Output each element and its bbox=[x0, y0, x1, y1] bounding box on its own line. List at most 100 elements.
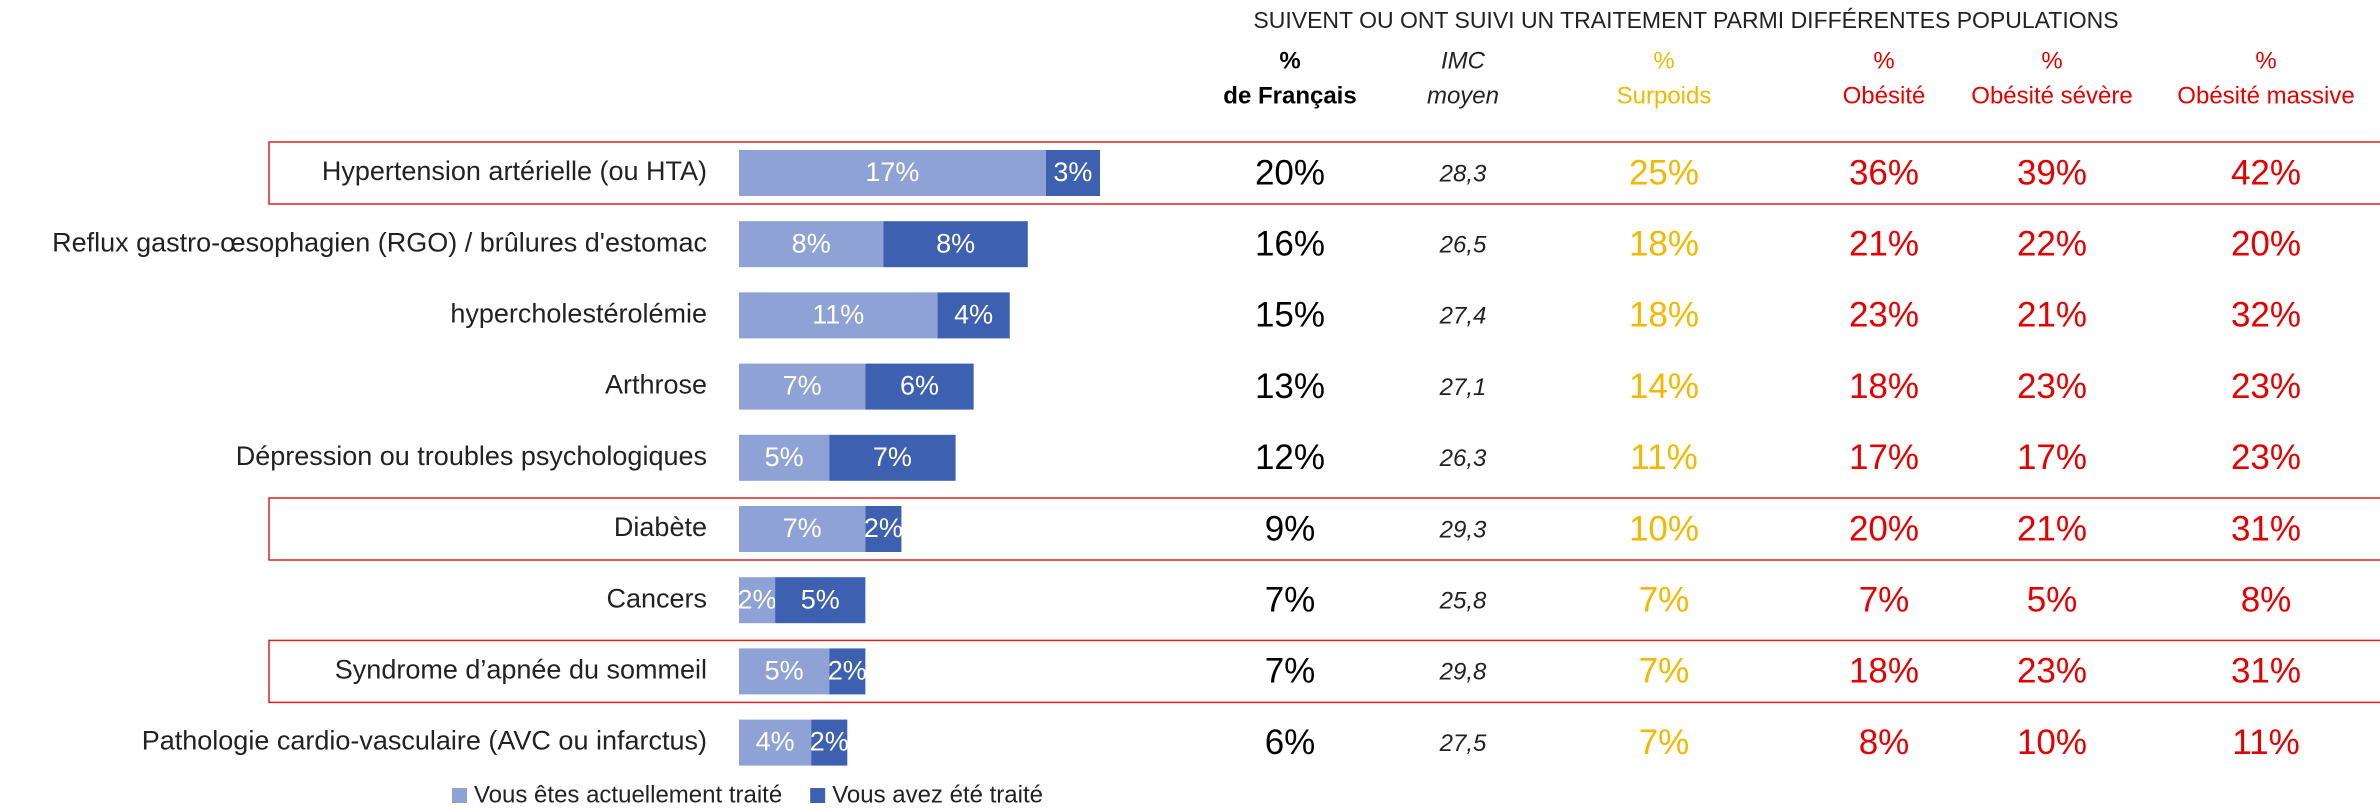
table-cell: 7% bbox=[1265, 652, 1316, 691]
bar-segment bbox=[739, 221, 884, 268]
category-label: Hypertension artérielle (ou HTA) bbox=[322, 156, 707, 186]
table-cell: 23% bbox=[2017, 652, 2087, 691]
table-cell: 18% bbox=[1629, 224, 1699, 263]
table-cell: 10% bbox=[2017, 723, 2087, 762]
table-cell: 18% bbox=[1849, 367, 1919, 406]
table-cell: 39% bbox=[2017, 153, 2087, 192]
column-header: % bbox=[1279, 47, 1300, 74]
table-cell: 27,4 bbox=[1439, 303, 1487, 330]
bar-segment bbox=[739, 648, 830, 695]
bar-label: 4% bbox=[756, 727, 795, 757]
highlight-box bbox=[268, 141, 2380, 205]
column-header: moyen bbox=[1427, 82, 1499, 109]
bar-label: 2% bbox=[738, 584, 777, 614]
bar-label: 2% bbox=[810, 727, 849, 757]
table-cell: 26,5 bbox=[1439, 232, 1487, 259]
table-cell: 13% bbox=[1255, 367, 1325, 406]
table-cell: 23% bbox=[2231, 367, 2301, 406]
table-cell: 20% bbox=[1849, 509, 1919, 548]
bar-segment bbox=[829, 434, 956, 481]
category-label: Syndrome d’apnée du sommeil bbox=[335, 655, 707, 685]
table-cell: 12% bbox=[1255, 438, 1325, 477]
bar-segment bbox=[739, 292, 938, 339]
table-cell: 23% bbox=[2017, 367, 2087, 406]
table-cell: 5% bbox=[2027, 580, 2078, 619]
bar-label: 4% bbox=[954, 300, 993, 330]
category-label: Dépression ou troubles psychologiques bbox=[236, 441, 707, 471]
table-cell: 8% bbox=[1859, 723, 1910, 762]
bar-label: 5% bbox=[801, 584, 840, 614]
column-header: % bbox=[1653, 47, 1674, 74]
table-cell: 9% bbox=[1265, 509, 1316, 548]
table-cell: 21% bbox=[2017, 509, 2087, 548]
table-cell: 11% bbox=[1630, 438, 1697, 477]
highlight-box bbox=[268, 639, 2380, 704]
table-cell: 25,8 bbox=[1439, 588, 1487, 615]
table-cell: 17% bbox=[2017, 438, 2087, 477]
bar-label: 8% bbox=[936, 228, 975, 258]
column-header: % bbox=[1873, 47, 1894, 74]
table-cell: 8% bbox=[2241, 580, 2292, 619]
bar-segment bbox=[739, 719, 812, 766]
legend-label: Vous êtes actuellement traité bbox=[474, 781, 782, 808]
table-cell: 26,3 bbox=[1439, 445, 1487, 472]
bar-segment bbox=[739, 506, 866, 552]
table-cell: 29,3 bbox=[1439, 516, 1487, 543]
bar-label: 17% bbox=[865, 157, 919, 187]
bar-label: 3% bbox=[1053, 157, 1092, 187]
legend-swatch bbox=[810, 788, 826, 803]
table-cell: 25% bbox=[1629, 153, 1699, 192]
bar-label: 7% bbox=[873, 442, 912, 472]
table-cell: 17% bbox=[1849, 438, 1919, 477]
table-cell: 31% bbox=[2231, 509, 2301, 548]
table-cell: 20% bbox=[1255, 153, 1325, 192]
legend-swatch bbox=[452, 788, 467, 803]
column-header: Surpoids bbox=[1617, 82, 1712, 109]
bar-segment bbox=[829, 648, 866, 695]
table-cell: 23% bbox=[2231, 438, 2301, 477]
bar-label: 2% bbox=[864, 513, 903, 543]
column-header: % bbox=[2041, 47, 2062, 74]
category-label: Reflux gastro-œsophagien (RGO) / brûlure… bbox=[52, 227, 707, 257]
bar-label: 6% bbox=[900, 371, 939, 401]
bar-segment bbox=[739, 363, 866, 410]
bar-label: 8% bbox=[792, 228, 831, 258]
table-cell: 29,8 bbox=[1439, 659, 1487, 686]
legend-label: Vous avez été traité bbox=[832, 781, 1043, 808]
table-cell: 20% bbox=[2231, 224, 2301, 263]
table-cell: 7% bbox=[1639, 652, 1690, 691]
table-title: SUIVENT OU ONT SUIVI UN TRAITEMENT PARMI… bbox=[1253, 7, 2118, 33]
table-cell: 32% bbox=[2231, 296, 2301, 335]
bar-segment bbox=[883, 221, 1028, 268]
table-cell: 21% bbox=[1849, 224, 1919, 263]
table-cell: 7% bbox=[1265, 580, 1316, 619]
highlight-box bbox=[268, 497, 2380, 561]
table-cell: 21% bbox=[2017, 296, 2087, 335]
table-cell: 31% bbox=[2231, 652, 2301, 691]
column-header: % bbox=[2255, 47, 2276, 74]
category-label: Cancers bbox=[606, 583, 707, 613]
table-cell: 14% bbox=[1629, 367, 1699, 406]
bar-segment bbox=[739, 434, 830, 481]
bar-segment bbox=[739, 577, 776, 624]
table-cell: 18% bbox=[1629, 296, 1699, 335]
column-header: Obésité massive bbox=[2177, 82, 2354, 109]
bar-segment bbox=[937, 292, 1010, 339]
bar-label: 5% bbox=[765, 442, 804, 472]
category-label: Diabète bbox=[614, 512, 707, 542]
bar-segment bbox=[811, 719, 848, 766]
table-cell: 28,3 bbox=[1439, 160, 1487, 187]
bar-label: 2% bbox=[828, 656, 867, 686]
table-cell: 7% bbox=[1639, 580, 1690, 619]
table-cell: 15% bbox=[1255, 296, 1325, 335]
bar-segment bbox=[1045, 150, 1100, 196]
table-cell: 7% bbox=[1639, 723, 1690, 762]
table-cell: 27,5 bbox=[1439, 730, 1487, 757]
category-label: hypercholestérolémie bbox=[450, 299, 707, 329]
bar-label: 5% bbox=[765, 656, 804, 686]
table-cell: 18% bbox=[1849, 652, 1919, 691]
table-cell: 6% bbox=[1265, 723, 1316, 762]
bar-segment bbox=[775, 577, 866, 624]
bar-label: 7% bbox=[783, 513, 822, 543]
